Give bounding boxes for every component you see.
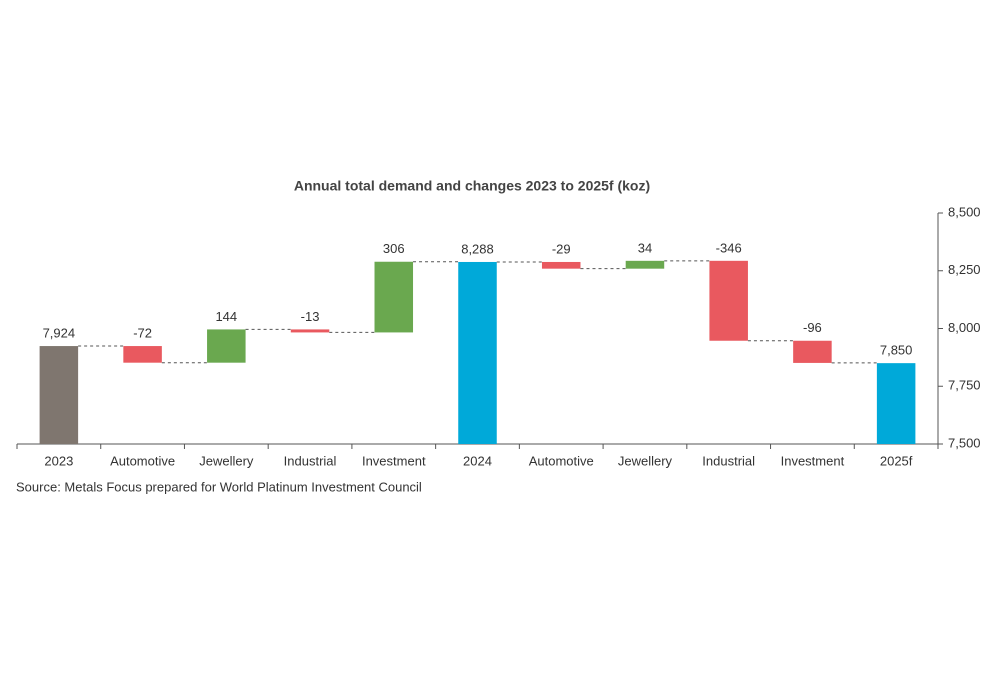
bar [876, 363, 916, 444]
value-label: 34 [638, 240, 652, 255]
bar [39, 346, 79, 444]
value-label: -29 [552, 241, 571, 256]
value-label: 144 [215, 309, 237, 324]
chart-title: Annual total demand and changes 2023 to … [294, 178, 650, 194]
bar [207, 329, 246, 363]
value-label: -72 [133, 325, 152, 340]
x-tick-label: Jewellery [618, 453, 673, 468]
x-tick-label: Investment [362, 453, 426, 468]
x-tick-label: Automotive [529, 453, 594, 468]
x-tick-label: Industrial [284, 453, 337, 468]
x-tick-label: 2023 [44, 453, 73, 468]
bar [374, 261, 414, 333]
x-tick-label: Jewellery [199, 453, 254, 468]
value-label: 306 [383, 241, 405, 256]
x-tick-label: Automotive [110, 453, 175, 468]
y-tick-label: 8,250 [948, 262, 981, 277]
y-tick-label: 7,750 [948, 378, 981, 393]
value-label: 7,924 [43, 325, 76, 340]
x-tick-label: 2025f [880, 453, 913, 468]
source-note: Source: Metals Focus prepared for World … [16, 479, 422, 494]
value-label: -346 [716, 240, 742, 255]
y-tick-label: 8,500 [948, 204, 981, 219]
x-tick-label: 2024 [463, 453, 492, 468]
bar [541, 261, 581, 269]
value-label: 7,850 [880, 343, 913, 358]
bar [793, 340, 832, 363]
value-label: -96 [803, 320, 822, 335]
bar [123, 346, 162, 363]
x-tick-label: Investment [781, 453, 845, 468]
value-label: -13 [301, 309, 320, 324]
y-tick-label: 8,000 [948, 320, 981, 335]
bar [709, 260, 748, 341]
x-tick-label: Industrial [702, 453, 755, 468]
bar [625, 260, 665, 269]
y-tick-label: 7,500 [948, 435, 981, 450]
bar [458, 261, 497, 444]
value-label: 8,288 [461, 241, 494, 256]
bar [290, 329, 330, 333]
